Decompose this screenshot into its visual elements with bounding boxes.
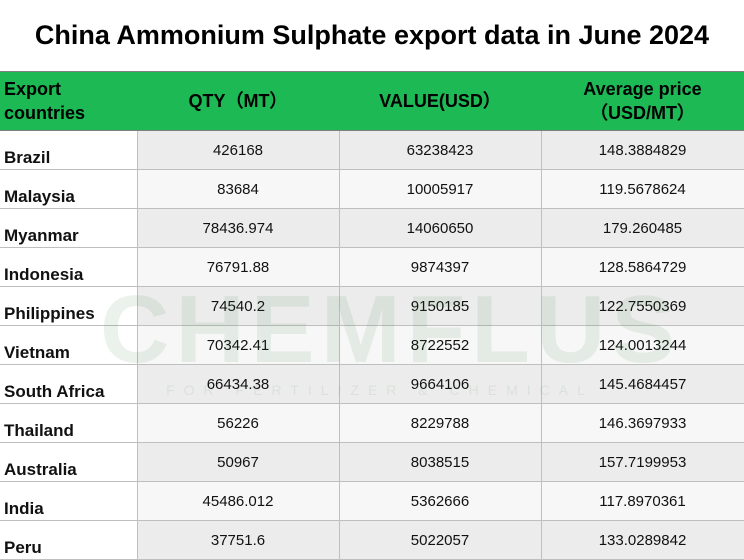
cell-value: 5022057 [339, 520, 542, 560]
cell-country: Australia [0, 442, 138, 482]
export-data-table: Export countries QTY（MT） VALUE(USD） Aver… [0, 72, 744, 560]
cell-value: 9150185 [339, 286, 542, 326]
cell-country: Malaysia [0, 169, 138, 209]
cell-country: Indonesia [0, 247, 138, 287]
cell-qty: 50967 [137, 442, 340, 482]
table-row: India 45486.012 5362666 117.8970361 [0, 481, 744, 521]
cell-qty: 74540.2 [137, 286, 340, 326]
column-header-line: VALUE(USD） [379, 91, 501, 111]
table-row: Malaysia 83684 10005917 119.5678624 [0, 169, 744, 209]
table-row: Peru 37751.6 5022057 133.0289842 [0, 520, 744, 560]
cell-qty: 37751.6 [137, 520, 340, 560]
cell-avg-price: 148.3884829 [541, 130, 744, 170]
cell-avg-price: 122.7550369 [541, 286, 744, 326]
table-row: Myanmar 78436.974 14060650 179.260485 [0, 208, 744, 248]
cell-country: India [0, 481, 138, 521]
table-row: Vietnam 70342.41 8722552 124.0013244 [0, 325, 744, 365]
cell-avg-price: 145.4684457 [541, 364, 744, 404]
cell-country: Thailand [0, 403, 138, 443]
cell-avg-price: 133.0289842 [541, 520, 744, 560]
table-row: Australia 50967 8038515 157.7199953 [0, 442, 744, 482]
column-header-line: QTY（MT） [188, 91, 288, 111]
column-header-line: （USD/MT） [590, 103, 695, 123]
cell-qty: 76791.88 [137, 247, 340, 287]
table-row: Brazil 426168 63238423 148.3884829 [0, 130, 744, 170]
cell-country: Brazil [0, 130, 138, 170]
cell-avg-price: 119.5678624 [541, 169, 744, 209]
column-header-line: countries [4, 103, 86, 123]
column-header-avg-price: Average price （USD/MT） [541, 72, 744, 131]
column-header-line: Export [4, 79, 62, 99]
cell-avg-price: 157.7199953 [541, 442, 744, 482]
cell-country: Philippines [0, 286, 138, 326]
cell-value: 5362666 [339, 481, 542, 521]
cell-country: Myanmar [0, 208, 138, 248]
table-row: Philippines 74540.2 9150185 122.7550369 [0, 286, 744, 326]
column-header-qty: QTY（MT） [137, 72, 340, 131]
column-header-value: VALUE(USD） [339, 72, 542, 131]
cell-qty: 78436.974 [137, 208, 340, 248]
cell-value: 63238423 [339, 130, 542, 170]
cell-avg-price: 128.5864729 [541, 247, 744, 287]
cell-value: 8038515 [339, 442, 542, 482]
cell-country: South Africa [0, 364, 138, 404]
cell-country: Vietnam [0, 325, 138, 365]
column-header-country: Export countries [0, 72, 138, 131]
cell-value: 9874397 [339, 247, 542, 287]
cell-avg-price: 179.260485 [541, 208, 744, 248]
cell-qty: 70342.41 [137, 325, 340, 365]
page-title: China Ammonium Sulphate export data in J… [0, 0, 744, 72]
table-row: Thailand 56226 8229788 146.3697933 [0, 403, 744, 443]
column-header-line: Average price [583, 79, 702, 99]
cell-avg-price: 117.8970361 [541, 481, 744, 521]
cell-qty: 83684 [137, 169, 340, 209]
cell-qty: 426168 [137, 130, 340, 170]
cell-value: 8722552 [339, 325, 542, 365]
cell-value: 8229788 [339, 403, 542, 443]
cell-value: 9664106 [339, 364, 542, 404]
cell-avg-price: 146.3697933 [541, 403, 744, 443]
cell-qty: 56226 [137, 403, 340, 443]
table-row: South Africa 66434.38 9664106 145.4684457 [0, 364, 744, 404]
cell-value: 10005917 [339, 169, 542, 209]
table-row: Indonesia 76791.88 9874397 128.5864729 [0, 247, 744, 287]
header-row: Export countries QTY（MT） VALUE(USD） Aver… [0, 72, 744, 131]
cell-qty: 66434.38 [137, 364, 340, 404]
cell-value: 14060650 [339, 208, 542, 248]
cell-avg-price: 124.0013244 [541, 325, 744, 365]
cell-country: Peru [0, 520, 138, 560]
cell-qty: 45486.012 [137, 481, 340, 521]
table-body: Brazil 426168 63238423 148.3884829 Malaysia 8… [0, 130, 744, 560]
